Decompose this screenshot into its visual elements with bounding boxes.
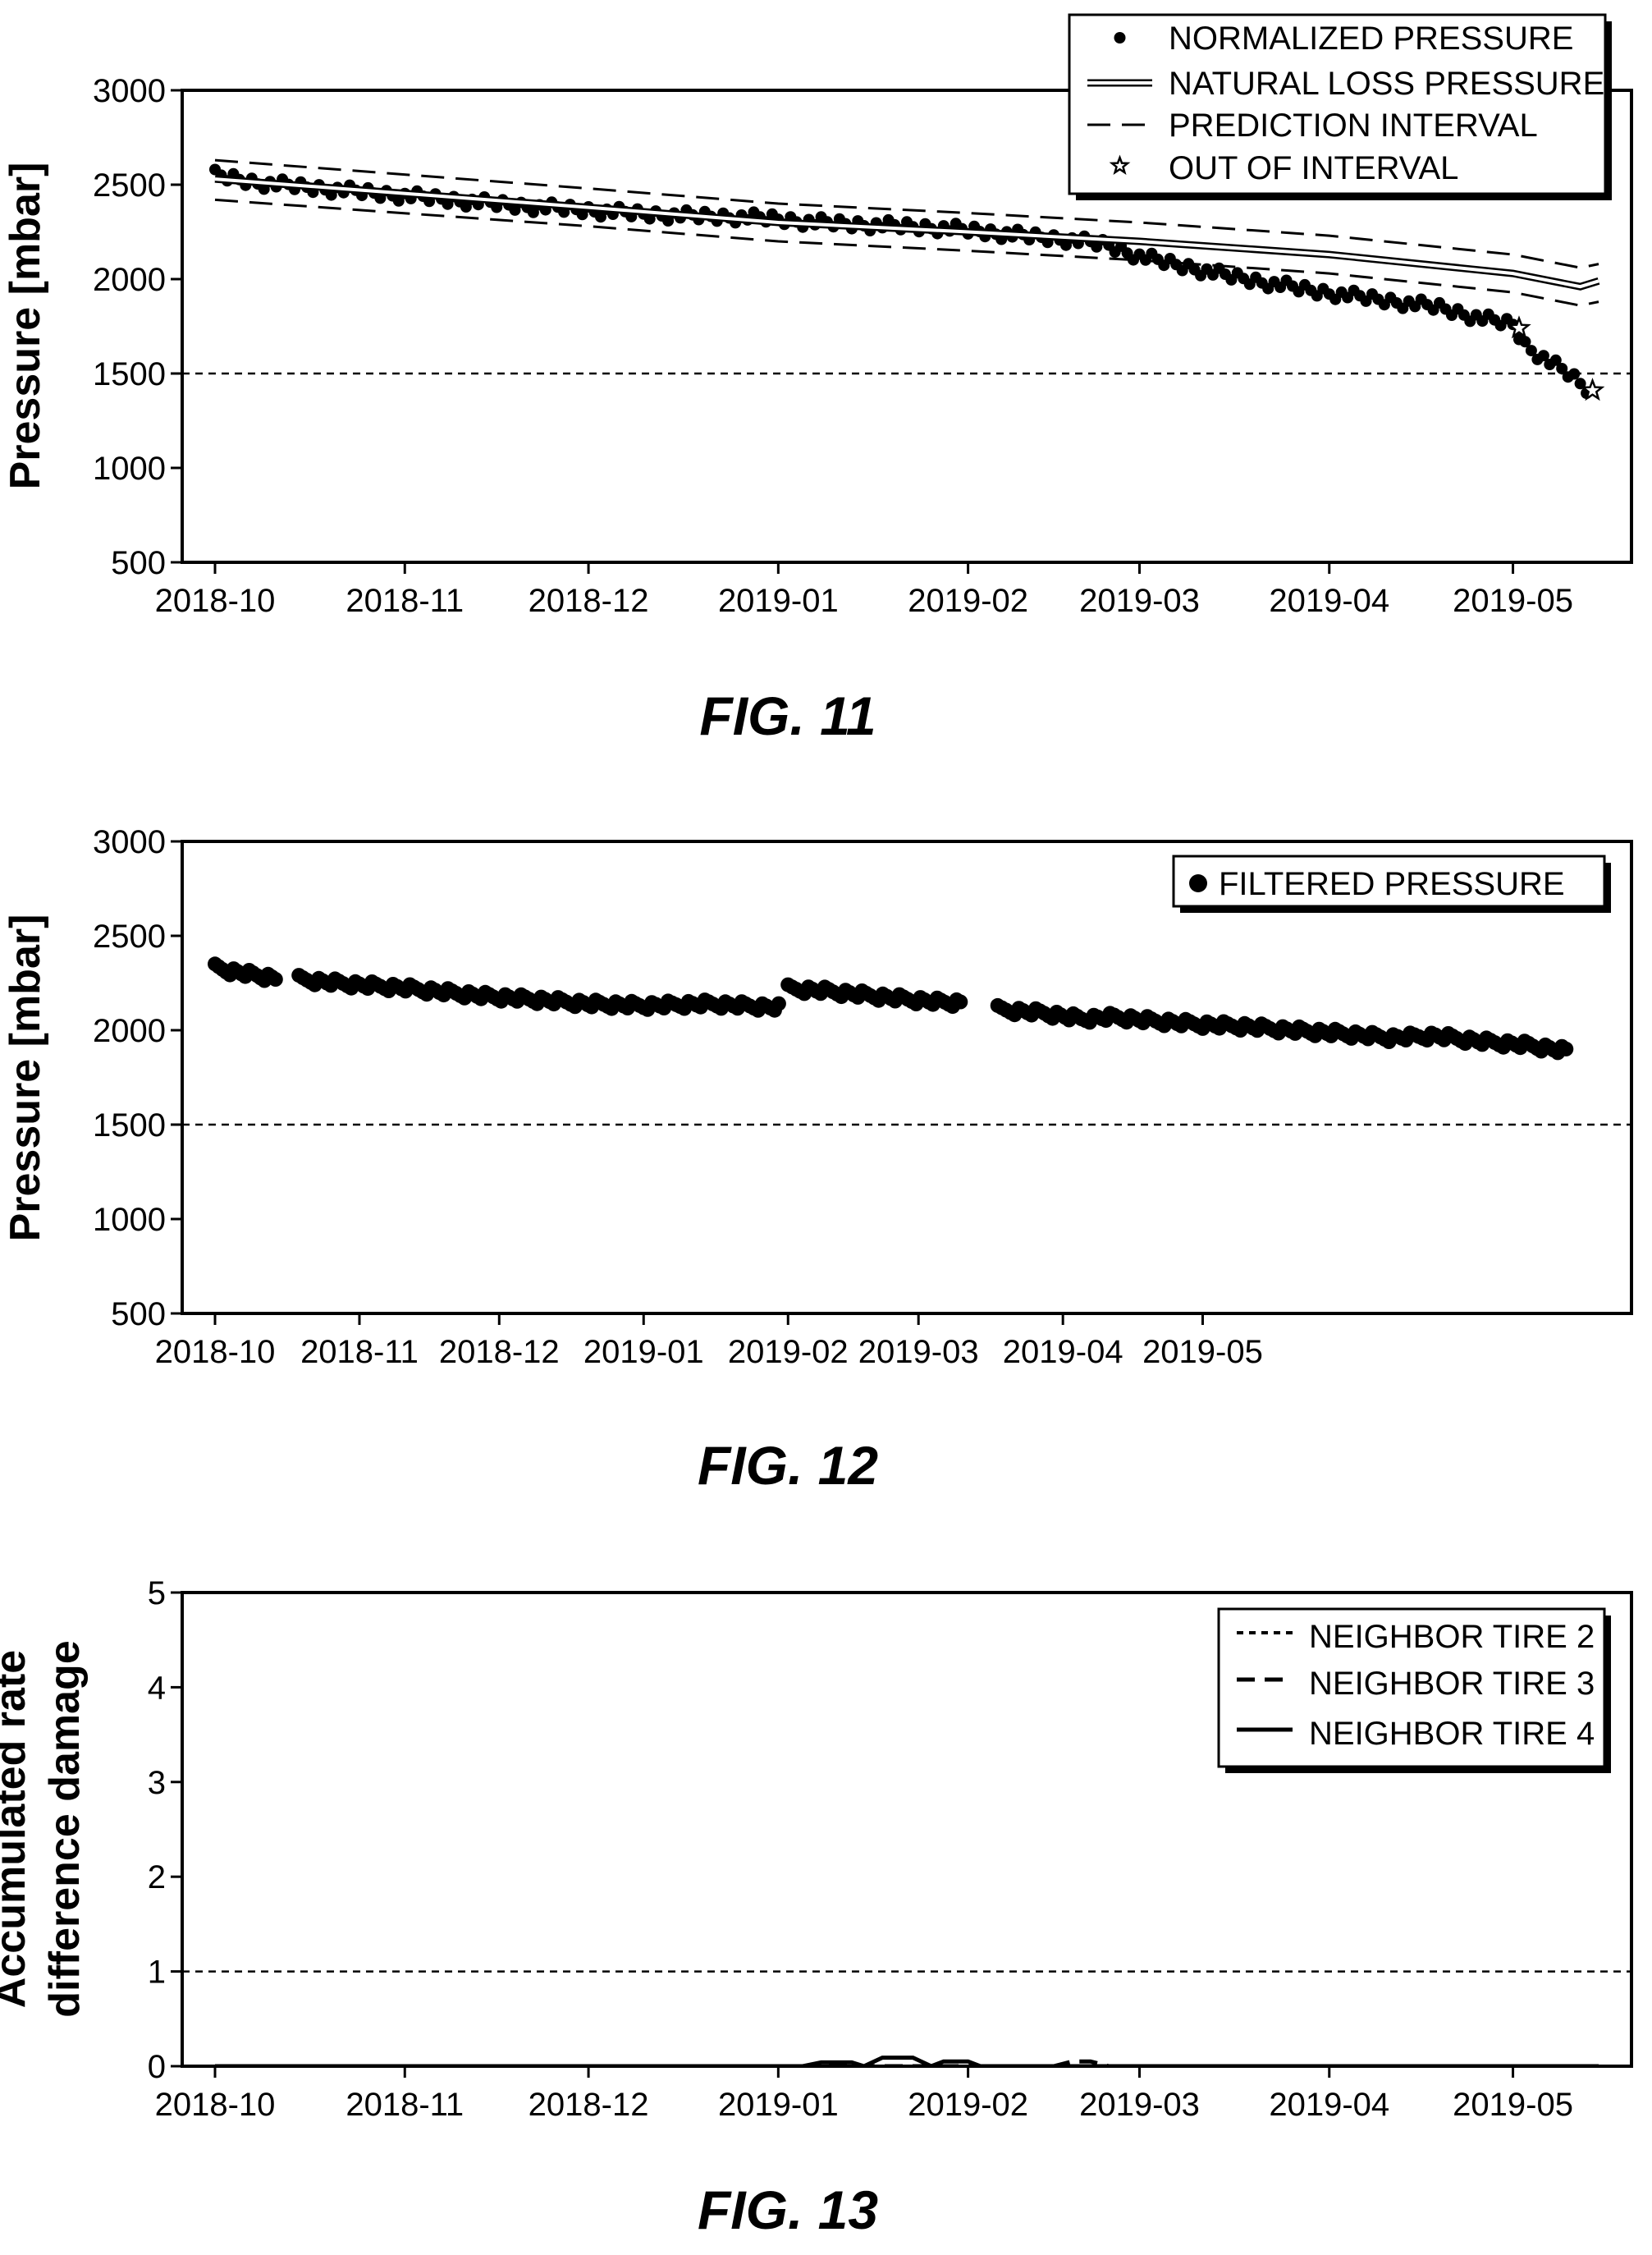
legend-box [1068, 13, 1607, 195]
x-tick-label: 2019-02 [908, 2087, 1028, 2123]
normalized-pressure-point [662, 215, 675, 227]
filtered-pressure-point [268, 972, 283, 987]
x-tick-label: 2019-03 [858, 1334, 979, 1370]
x-tick-label: 2018-12 [529, 2087, 649, 2123]
legend-label: PREDICTION INTERVAL [1169, 108, 1538, 144]
prediction-interval-line [214, 158, 1599, 269]
x-tick-label: 2019-01 [718, 583, 839, 619]
x-tick-label: 2018-11 [346, 2087, 464, 2123]
y-tick-label: 3000 [93, 73, 166, 109]
y-tick-label: 5 [148, 1575, 166, 1611]
x-tick-label: 2019-02 [908, 583, 1028, 619]
y-tick-label: 4 [148, 1670, 166, 1706]
y-axis-label: Pressure [mbar] [2, 163, 49, 490]
x-tick-label: 2018-12 [529, 583, 649, 619]
legend-label: NEIGHBOR TIRE 3 [1309, 1666, 1595, 1702]
legend-label: NEIGHBOR TIRE 4 [1309, 1716, 1595, 1752]
x-tick-label: 2019-02 [728, 1334, 849, 1370]
prediction-interval-line [214, 198, 1599, 307]
y-tick-label: 2000 [93, 1013, 166, 1049]
x-tick-label: 2018-10 [155, 2087, 276, 2123]
out-of-interval-marker [1507, 315, 1531, 339]
x-tick-label: 2019-04 [1269, 583, 1389, 619]
legend-label: NORMALIZED PRESSURE [1169, 21, 1573, 57]
x-tick-label: 2019-01 [583, 1334, 704, 1370]
legend-label: OUT OF INTERVAL [1169, 150, 1458, 186]
y-axis-label-line2: difference damage [41, 1640, 89, 2018]
figure-caption: FIG. 12 [698, 1435, 878, 1496]
plot-frame [181, 89, 1633, 564]
fig11-chart: 500 1000 1500 2000 2500 3000 2018-10 2018-11 201… [2, 13, 1633, 746]
y-tick-label: 1500 [93, 1107, 166, 1144]
y-tick-label: 2000 [93, 262, 166, 298]
y-axis-label: Pressure [mbar] [2, 914, 49, 1242]
normalized-pressure-point [1519, 336, 1531, 348]
x-tick-label: 2018-12 [439, 1334, 560, 1370]
series-layer [209, 158, 1605, 401]
y-axis-label-line1: Accumulated rate [0, 1650, 34, 2008]
legend-big-dot-marker [1189, 874, 1207, 892]
filtered-pressure-point [1558, 1041, 1574, 1056]
normalized-pressure-point [576, 209, 588, 221]
x-tick-label: 2018-10 [155, 1334, 276, 1370]
normalized-pressure-point [527, 206, 539, 218]
neighbor-tire-4-line [215, 2056, 1599, 2066]
neighbor-tire-3-line [215, 2059, 1599, 2066]
natural-loss-pressure-line-inner [214, 177, 1599, 289]
y-tick-label: 3 [148, 1765, 166, 1801]
plot-frame [181, 840, 1633, 1315]
y-tick-label: 1500 [93, 356, 166, 392]
series-layer [215, 2056, 1599, 2066]
series-layer [208, 956, 1574, 1061]
y-tick-label: 0 [148, 2049, 166, 2085]
y-tick-label: 3000 [93, 824, 166, 860]
x-tick-label: 2019-05 [1453, 2087, 1573, 2123]
normalized-pressure-point [509, 204, 521, 216]
x-tick-label: 2019-03 [1079, 583, 1200, 619]
y-tick-label: 1000 [93, 1202, 166, 1238]
legend-label: NEIGHBOR TIRE 2 [1309, 1619, 1595, 1655]
figure-caption: FIG. 13 [698, 2179, 878, 2240]
y-tick-label: 2 [148, 1859, 166, 1895]
normalized-pressure-point [595, 211, 606, 223]
x-tick-label: 2019-03 [1079, 2087, 1200, 2123]
fig13-chart: 0 1 2 3 4 5 2018-10 2018-11 2018-12 2019-01 2019-0… [0, 1575, 1633, 2240]
y-tick-label: 500 [111, 1296, 166, 1332]
y-tick-label: 2500 [93, 919, 166, 955]
legend-box [1172, 855, 1606, 908]
y-tick-label: 500 [111, 545, 166, 581]
x-tick-label: 2019-01 [718, 2087, 839, 2123]
legend-label: NATURAL LOSS PRESSURE [1169, 66, 1604, 102]
filtered-pressure-point [771, 996, 786, 1011]
x-tick-label: 2019-05 [1453, 583, 1573, 619]
fig12-chart: 500 1000 1500 2000 2500 3000 2018-10 2018-11 201… [2, 824, 1633, 1496]
normalized-pressure-point [1568, 368, 1581, 380]
legend-star-marker [1109, 154, 1131, 175]
normalized-pressure-point [1556, 363, 1568, 374]
normalized-pressure-point [1525, 345, 1537, 357]
legend-box [1217, 1607, 1606, 1768]
x-tick-label: 2019-05 [1142, 1334, 1263, 1370]
legend-dot-marker [1114, 32, 1126, 44]
x-tick-label: 2018-11 [300, 1334, 419, 1370]
y-tick-label: 2500 [93, 167, 166, 204]
y-tick-label: 1 [148, 1955, 166, 1991]
figure-caption: FIG. 11 [699, 685, 876, 746]
out-of-interval-marker [1580, 378, 1605, 401]
normalized-pressure-point [1537, 350, 1549, 362]
y-tick-label: 1000 [93, 451, 166, 487]
y-axis-label: Accumulated rate difference damage [0, 1640, 89, 2018]
filtered-pressure-point [953, 994, 968, 1010]
x-tick-label: 2019-04 [1003, 1334, 1123, 1370]
x-tick-label: 2019-04 [1269, 2087, 1389, 2123]
legend-label: FILTERED PRESSURE [1219, 866, 1565, 902]
normalized-pressure-point [1549, 354, 1562, 366]
x-tick-label: 2018-11 [346, 583, 464, 619]
x-tick-label: 2018-10 [155, 583, 276, 619]
